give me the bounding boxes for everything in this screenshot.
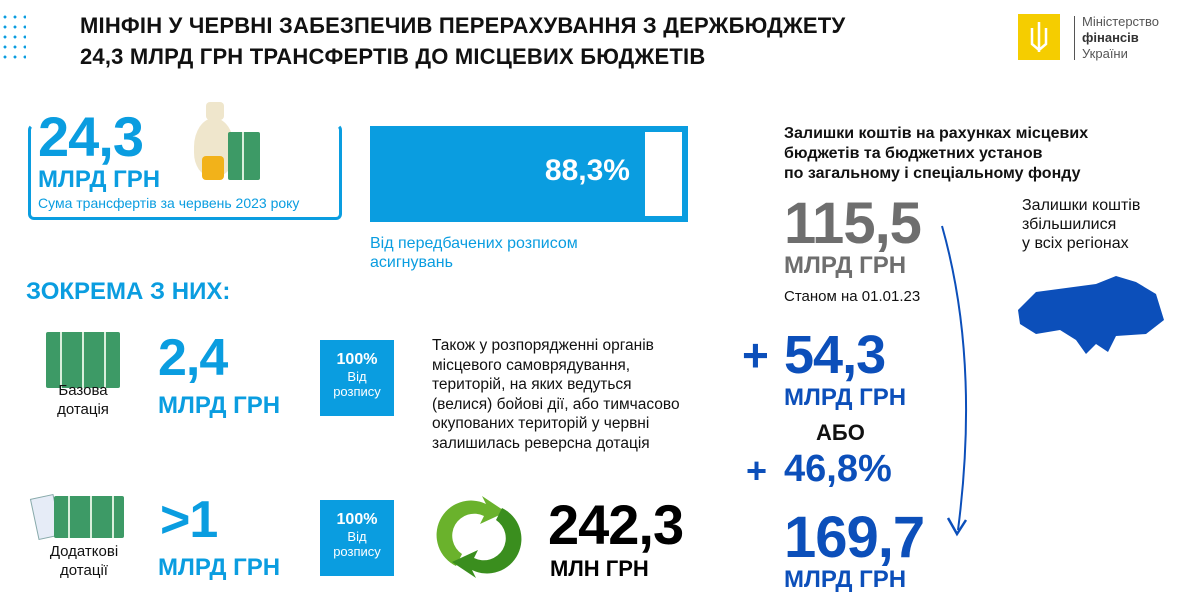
plus-sign: + [742, 329, 769, 381]
badge-line: розпису [333, 544, 381, 559]
item-badge: 100% Від розпису [320, 500, 394, 576]
title-line: МІНФІН У ЧЕРВНІ ЗАБЕЗПЕЧИВ ПЕРЕРАХУВАННЯ… [80, 13, 846, 38]
para-line: залишилась реверсна дотація [432, 434, 650, 452]
logo-line: Міністерство [1082, 14, 1159, 29]
increase-unit: МЛРД ГРН [784, 384, 907, 411]
badge-pct: 100% [336, 511, 378, 528]
item-unit: МЛРД ГРН [158, 392, 281, 419]
label-line: Додаткові [49, 543, 119, 560]
total-value: 24,3 [38, 105, 144, 168]
item-badge: 100% Від розпису [320, 340, 394, 416]
caption-line: асигнувань [370, 254, 453, 271]
badge-pct: 100% [336, 351, 378, 368]
badge-line: Від [347, 529, 367, 544]
caption-line: Від передбачених розписом [370, 235, 578, 252]
title-line: 24,3 МЛРД ГРН ТРАНСФЕРТІВ ДО МІСЦЕВИХ БЮ… [80, 44, 706, 69]
note-line: Залишки коштів [1022, 197, 1141, 214]
label-line: Базова [58, 382, 108, 399]
title-line: по загальному і спеціальному фонду [784, 165, 1081, 182]
growth-arrow-icon [941, 225, 968, 537]
badge-line: розпису [333, 384, 381, 399]
item-unit: МЛРД ГРН [158, 554, 281, 581]
ministry-logo-text: Міністерство фінансів України [1082, 14, 1159, 62]
end-unit: МЛРД ГРН [784, 566, 907, 593]
end-value: 169,7 [784, 505, 925, 570]
start-value: 115,5 [784, 191, 922, 256]
start-unit: МЛРД ГРН [784, 252, 907, 279]
plus-sign: + [746, 450, 768, 491]
note-line: збільшилися [1022, 216, 1117, 233]
para-line: місцевого самоврядування, [432, 356, 631, 374]
progress-label: 88,3% [544, 154, 630, 187]
logo-divider [1074, 16, 1075, 60]
reverse-value: 242,3 [548, 493, 684, 556]
or-label: АБО [816, 420, 865, 445]
section-title: ЗОКРЕМА З НИХ: [26, 278, 231, 305]
logo-line: України [1082, 46, 1128, 61]
para-line: (велися) бойові дії, або тимчасово [432, 395, 680, 413]
reverse-description: Також у розпорядженні органів місцевого … [432, 336, 752, 453]
total-card [28, 124, 342, 220]
ukraine-map-icon [1018, 276, 1164, 354]
start-date: Станом на 01.01.23 [784, 288, 921, 305]
para-line: територій, на яких ведуться [432, 376, 632, 393]
coat-of-arms-logo-icon [1018, 14, 1060, 60]
increase-pct: 46,8% [784, 448, 892, 490]
page-title: МІНФІН У ЧЕРВНІ ЗАБЕЗПЕЧИВ ПЕРЕРАХУВАННЯ… [80, 10, 845, 72]
regions-note: Залишки коштів збільшилися у всіх регіон… [1022, 196, 1140, 253]
progress-caption: Від передбачених розписом асигнувань [370, 234, 578, 272]
item-value: 2,4 [158, 329, 228, 387]
para-line: окупованих територій у червні [432, 415, 650, 432]
item-label: Базова дотація [40, 381, 126, 419]
progress-remaining [644, 132, 682, 216]
progress-bar: 88,3% [370, 126, 688, 222]
reverse-unit: МЛН ГРН [550, 556, 649, 581]
label-line: дотація [57, 401, 109, 418]
title-line: бюджетів та бюджетних установ [784, 145, 1043, 162]
title-line: Залишки коштів на рахунках місцевих [784, 125, 1089, 142]
total-unit: МЛРД ГРН [38, 166, 161, 193]
item-value: >1 [160, 491, 218, 549]
money-bag-icon [190, 100, 270, 182]
money-stack-icon [54, 496, 124, 538]
refresh-arrows-icon [436, 496, 522, 578]
money-stack-icon [46, 332, 120, 388]
decorative-dots [0, 12, 26, 62]
increase-value: 54,3 [784, 325, 886, 385]
item-label: Додаткові дотації [38, 542, 130, 580]
para-line: Також у розпорядженні органів [432, 337, 654, 354]
note-line: у всіх регіонах [1022, 235, 1129, 252]
total-caption: Сума трансфертів за червень 2023 року [38, 195, 300, 211]
badge-line: Від [347, 369, 367, 384]
logo-line: фінансів [1082, 30, 1139, 45]
label-line: дотації [60, 562, 108, 579]
balances-title: Залишки коштів на рахунках місцевих бюдж… [784, 124, 1088, 184]
